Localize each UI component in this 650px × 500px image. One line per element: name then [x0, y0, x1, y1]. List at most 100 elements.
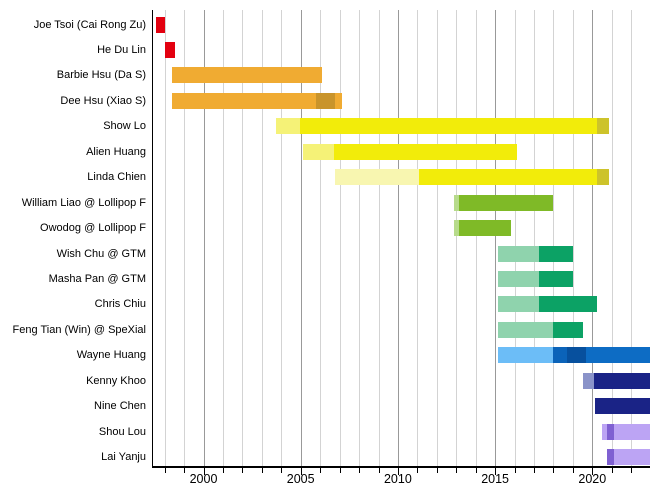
row-label: Wayne Huang — [76, 349, 146, 362]
x-axis-minor-tick — [261, 468, 263, 473]
x-axis-major-tick — [495, 468, 497, 475]
gridline-minor — [417, 10, 419, 467]
timeline-bar-segment — [172, 67, 323, 84]
gridline-major — [592, 10, 594, 467]
timeline-bar-segment — [582, 372, 595, 389]
row-label: Lai Yanju — [101, 451, 146, 463]
timeline-bar-segment — [613, 423, 650, 440]
gridline-minor — [261, 10, 263, 467]
x-axis-minor-tick — [436, 468, 438, 473]
timeline-bar-segment — [459, 220, 511, 236]
row-label: William Liao @ Lollipop F — [21, 196, 146, 209]
timeline-bar-segment — [613, 449, 650, 465]
timeline-bar-segment — [567, 347, 587, 364]
x-axis-tick-label: 2005 — [286, 472, 315, 486]
timeline-bar-segment — [498, 245, 539, 262]
x-axis-minor-tick — [378, 468, 380, 473]
timeline-bar-segment — [597, 169, 609, 186]
x-axis-minor-tick — [475, 468, 477, 473]
x-axis-minor-tick — [242, 468, 244, 473]
gridline-minor — [436, 10, 438, 467]
row-label: Show Lo — [103, 120, 146, 133]
x-axis-minor-tick — [514, 468, 516, 473]
x-axis-tick-label: 2000 — [189, 472, 218, 486]
timeline-bar-segment — [606, 423, 614, 440]
row-label: Kenny Khoo — [86, 374, 146, 387]
x-axis-minor-tick — [339, 468, 341, 473]
x-axis-tick-label: 2015 — [481, 472, 509, 486]
x-axis-tick-label: 2020 — [578, 472, 607, 486]
gridline-minor — [339, 10, 341, 467]
timeline-bar-segment — [459, 194, 554, 211]
x-axis-major-tick — [203, 468, 205, 475]
timeline-bar-segment — [419, 169, 598, 186]
gridline-minor — [553, 10, 555, 467]
x-axis-minor-tick — [553, 468, 555, 473]
row-label: Nine Chen — [94, 400, 146, 413]
row-label: Owodog @ Lollipop F — [40, 222, 146, 234]
x-axis-minor-tick — [572, 468, 574, 473]
gridline-minor — [456, 10, 458, 467]
row-label: Joe Tsoi (Cai Rong Zu) — [33, 18, 146, 31]
timeline-bar-segment — [553, 321, 584, 338]
timeline-bar-segment — [299, 118, 598, 135]
timeline-bar-segment — [454, 220, 460, 236]
gridline-minor — [320, 10, 322, 467]
x-axis-minor-tick — [631, 468, 633, 473]
row-label: Feng Tian (Win) @ SpeXial — [12, 323, 146, 336]
timeline-bar-segment — [165, 41, 176, 58]
row-label: Linda Chien — [87, 171, 146, 184]
timeline-bar-segment — [334, 92, 343, 109]
timeline-bar-segment — [172, 92, 317, 109]
timeline-bar-segment — [597, 118, 609, 135]
timeline-bar-segment — [302, 143, 334, 160]
timeline-bar-segment — [498, 347, 554, 364]
timeline-bar-segment — [538, 296, 598, 313]
timeline-bar-segment — [316, 92, 335, 109]
row-label: Masha Pan @ GTM — [48, 272, 146, 285]
timeline-bar-segment — [538, 245, 573, 262]
x-axis-line — [152, 466, 650, 468]
timeline-bar-segment — [276, 118, 300, 135]
timeline-bar-segment — [155, 16, 165, 33]
x-axis-minor-tick — [320, 468, 322, 473]
gridline-minor — [475, 10, 477, 467]
gridline-major — [397, 10, 399, 467]
gridline-minor — [242, 10, 244, 467]
gridline-minor — [164, 10, 166, 467]
x-axis-minor-tick — [534, 468, 535, 473]
x-axis-minor-tick — [456, 468, 458, 473]
timeline-bar-segment — [333, 143, 518, 160]
timeline-bar-segment — [498, 270, 539, 287]
x-axis-minor-tick — [417, 468, 419, 473]
gridline-minor — [631, 10, 633, 467]
gridline-minor — [611, 10, 613, 467]
x-axis-major-tick — [300, 468, 302, 475]
y-axis-line — [152, 10, 153, 467]
x-axis-major-tick — [397, 468, 399, 475]
gridline-minor — [184, 10, 186, 467]
timeline-bar-segment — [498, 321, 554, 338]
gridline-minor — [359, 10, 360, 467]
x-axis-minor-tick — [359, 468, 360, 473]
gridline-minor — [534, 10, 535, 467]
timeline-bar-segment — [586, 347, 650, 364]
timeline-bar-segment — [602, 423, 607, 440]
timeline-bar-segment — [595, 398, 650, 415]
timeline-bar-segment — [553, 347, 567, 364]
row-label: Alien Huang — [86, 145, 146, 158]
timeline-bar-segment — [498, 296, 539, 313]
plot-area — [152, 10, 650, 467]
gridline-minor — [222, 10, 224, 467]
gridline-minor — [514, 10, 516, 467]
x-axis-minor-tick — [164, 468, 166, 473]
gridline-minor — [281, 10, 283, 467]
timeline-bar-segment — [454, 194, 460, 211]
gridline-major — [203, 10, 205, 467]
x-axis-major-tick — [592, 468, 594, 475]
gridline-major — [300, 10, 302, 467]
x-axis-minor-tick — [222, 468, 224, 473]
row-label: Shou Lou — [98, 425, 146, 438]
x-axis-tick-label: 2010 — [383, 472, 412, 486]
